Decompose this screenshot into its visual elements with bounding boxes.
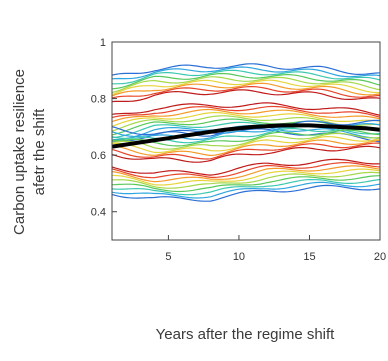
x-tick-label: 20: [374, 251, 386, 263]
contour-ring: [112, 145, 380, 176]
contour-ring: [112, 135, 380, 186]
y-tick-label: 0.8: [91, 94, 106, 106]
contour-ring: [112, 79, 380, 128]
x-axis: 5 10 15 20: [165, 235, 386, 263]
contour-ring: [112, 139, 380, 183]
contour-ring: [112, 66, 380, 141]
contour-ring: [112, 69, 380, 139]
contour-ring: [112, 142, 380, 179]
contour-ring: [112, 126, 380, 196]
contour-ring: [112, 76, 380, 132]
contour-ring: [112, 132, 380, 189]
y-axis-title-line-2: afetr the shift: [31, 108, 48, 196]
plot-frame: [111, 41, 381, 241]
contour-lines: [112, 63, 380, 202]
contour-ring: [112, 122, 380, 199]
y-axis: 0.4 0.6 0.8 1: [91, 37, 117, 219]
contour-ring: [112, 82, 380, 123]
contour-ring: [112, 86, 380, 119]
y-tick-label: 0.6: [91, 150, 106, 162]
x-tick-label: 10: [233, 251, 245, 263]
y-tick-label: 1: [100, 37, 106, 49]
x-axis-title: Years after the regime shift: [156, 326, 336, 343]
contour-ring: [112, 129, 380, 193]
contour-ring: [112, 72, 380, 136]
y-tick-label: 0.4: [91, 207, 106, 219]
x-tick-label: 5: [165, 251, 171, 263]
y-axis-title-line-1: Carbon uptake resilience: [11, 69, 28, 235]
contour-ring: [112, 89, 380, 116]
contour-ring: [112, 63, 380, 143]
x-tick-label: 15: [303, 251, 315, 263]
mean-trend-line: [112, 123, 380, 149]
